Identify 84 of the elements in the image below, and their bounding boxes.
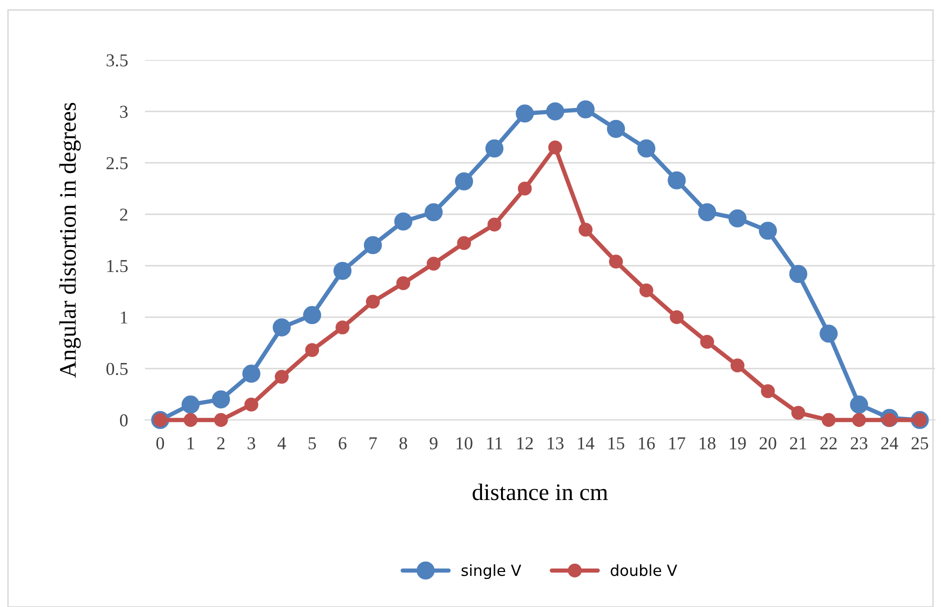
point: [670, 310, 684, 324]
point: [303, 306, 322, 324]
y-tick-label: 1: [120, 311, 128, 324]
point: [609, 254, 623, 269]
x-tick-label: 24: [881, 437, 898, 450]
x-tick-label: 14: [578, 437, 594, 450]
point: [184, 413, 198, 427]
point: [639, 283, 654, 298]
point: [424, 203, 443, 222]
x-tick-label: 19: [730, 437, 746, 450]
x-tick-label: 10: [456, 437, 472, 450]
x-tick-label: 21: [790, 437, 806, 450]
point: [212, 390, 230, 408]
point: [548, 140, 562, 154]
point: [336, 320, 350, 334]
point: [242, 364, 260, 383]
x-tick-label: 4: [278, 437, 286, 450]
point: [822, 413, 836, 427]
point: [637, 139, 656, 158]
point: [852, 413, 866, 427]
x-tick-label: 20: [760, 437, 776, 450]
legend-label: double V: [610, 564, 678, 576]
x-tick-label: 25: [912, 437, 928, 450]
legend-label: single V: [462, 564, 522, 580]
point: [394, 212, 412, 231]
x-tick-label: 1: [188, 437, 194, 450]
point: [516, 104, 534, 123]
point: [182, 396, 200, 414]
y-tick-label: 3: [120, 106, 128, 118]
point: [214, 413, 228, 427]
point: [518, 182, 532, 196]
x-axis-title: distance in cm: [472, 484, 608, 500]
point: [272, 318, 291, 336]
y-tick-label: 0.5: [106, 362, 128, 376]
y-tick-label: 1.5: [107, 260, 128, 272]
y-axis-title: Angular distortion in degrees: [59, 102, 81, 378]
point: [758, 222, 777, 240]
x-tick-label: 11: [487, 437, 502, 450]
point: [606, 120, 625, 138]
point: [426, 256, 441, 271]
x-tick-label: 13: [548, 437, 564, 450]
point: [791, 406, 806, 420]
x-tick-label: 8: [399, 437, 408, 450]
point: [487, 218, 502, 232]
point: [700, 334, 714, 349]
x-tick-label: 12: [517, 437, 533, 450]
x-tick-label: 7: [370, 437, 377, 450]
point: [546, 102, 564, 120]
x-tick-label: 3: [248, 437, 256, 450]
point: [455, 172, 474, 190]
point: [730, 358, 744, 372]
point: [698, 203, 716, 222]
point: [274, 370, 289, 384]
x-tick-label: 9: [430, 437, 438, 450]
x-tick-label: 16: [638, 437, 655, 450]
x-tick-label: 18: [700, 437, 716, 450]
point: [457, 236, 471, 250]
x-tick-label: 22: [820, 437, 837, 450]
x-tick-label: 0: [156, 437, 164, 450]
x-tick-label: 2: [217, 437, 224, 450]
x-tick-label: 6: [338, 437, 346, 450]
point: [364, 236, 382, 254]
x-tick-label: 23: [850, 437, 868, 450]
point: [728, 209, 747, 228]
point: [333, 262, 352, 280]
point: [789, 264, 808, 283]
point: [668, 171, 686, 190]
y-tick-label: 2: [120, 208, 128, 221]
y-tick-label: 0: [120, 414, 128, 426]
point: [305, 343, 320, 357]
point: [396, 276, 410, 290]
x-tick-label: 17: [669, 437, 686, 450]
point: [366, 294, 380, 309]
x-tick-label: 15: [608, 437, 624, 450]
point: [820, 324, 838, 343]
point: [760, 384, 775, 398]
point: [578, 222, 593, 237]
y-tick-label: 2.5: [106, 157, 128, 170]
x-tick-label: 5: [308, 437, 316, 450]
point: [485, 139, 504, 158]
point: [576, 100, 595, 118]
y-tick-label: 3.5: [106, 54, 128, 67]
point: [244, 398, 258, 412]
point: [850, 396, 868, 414]
